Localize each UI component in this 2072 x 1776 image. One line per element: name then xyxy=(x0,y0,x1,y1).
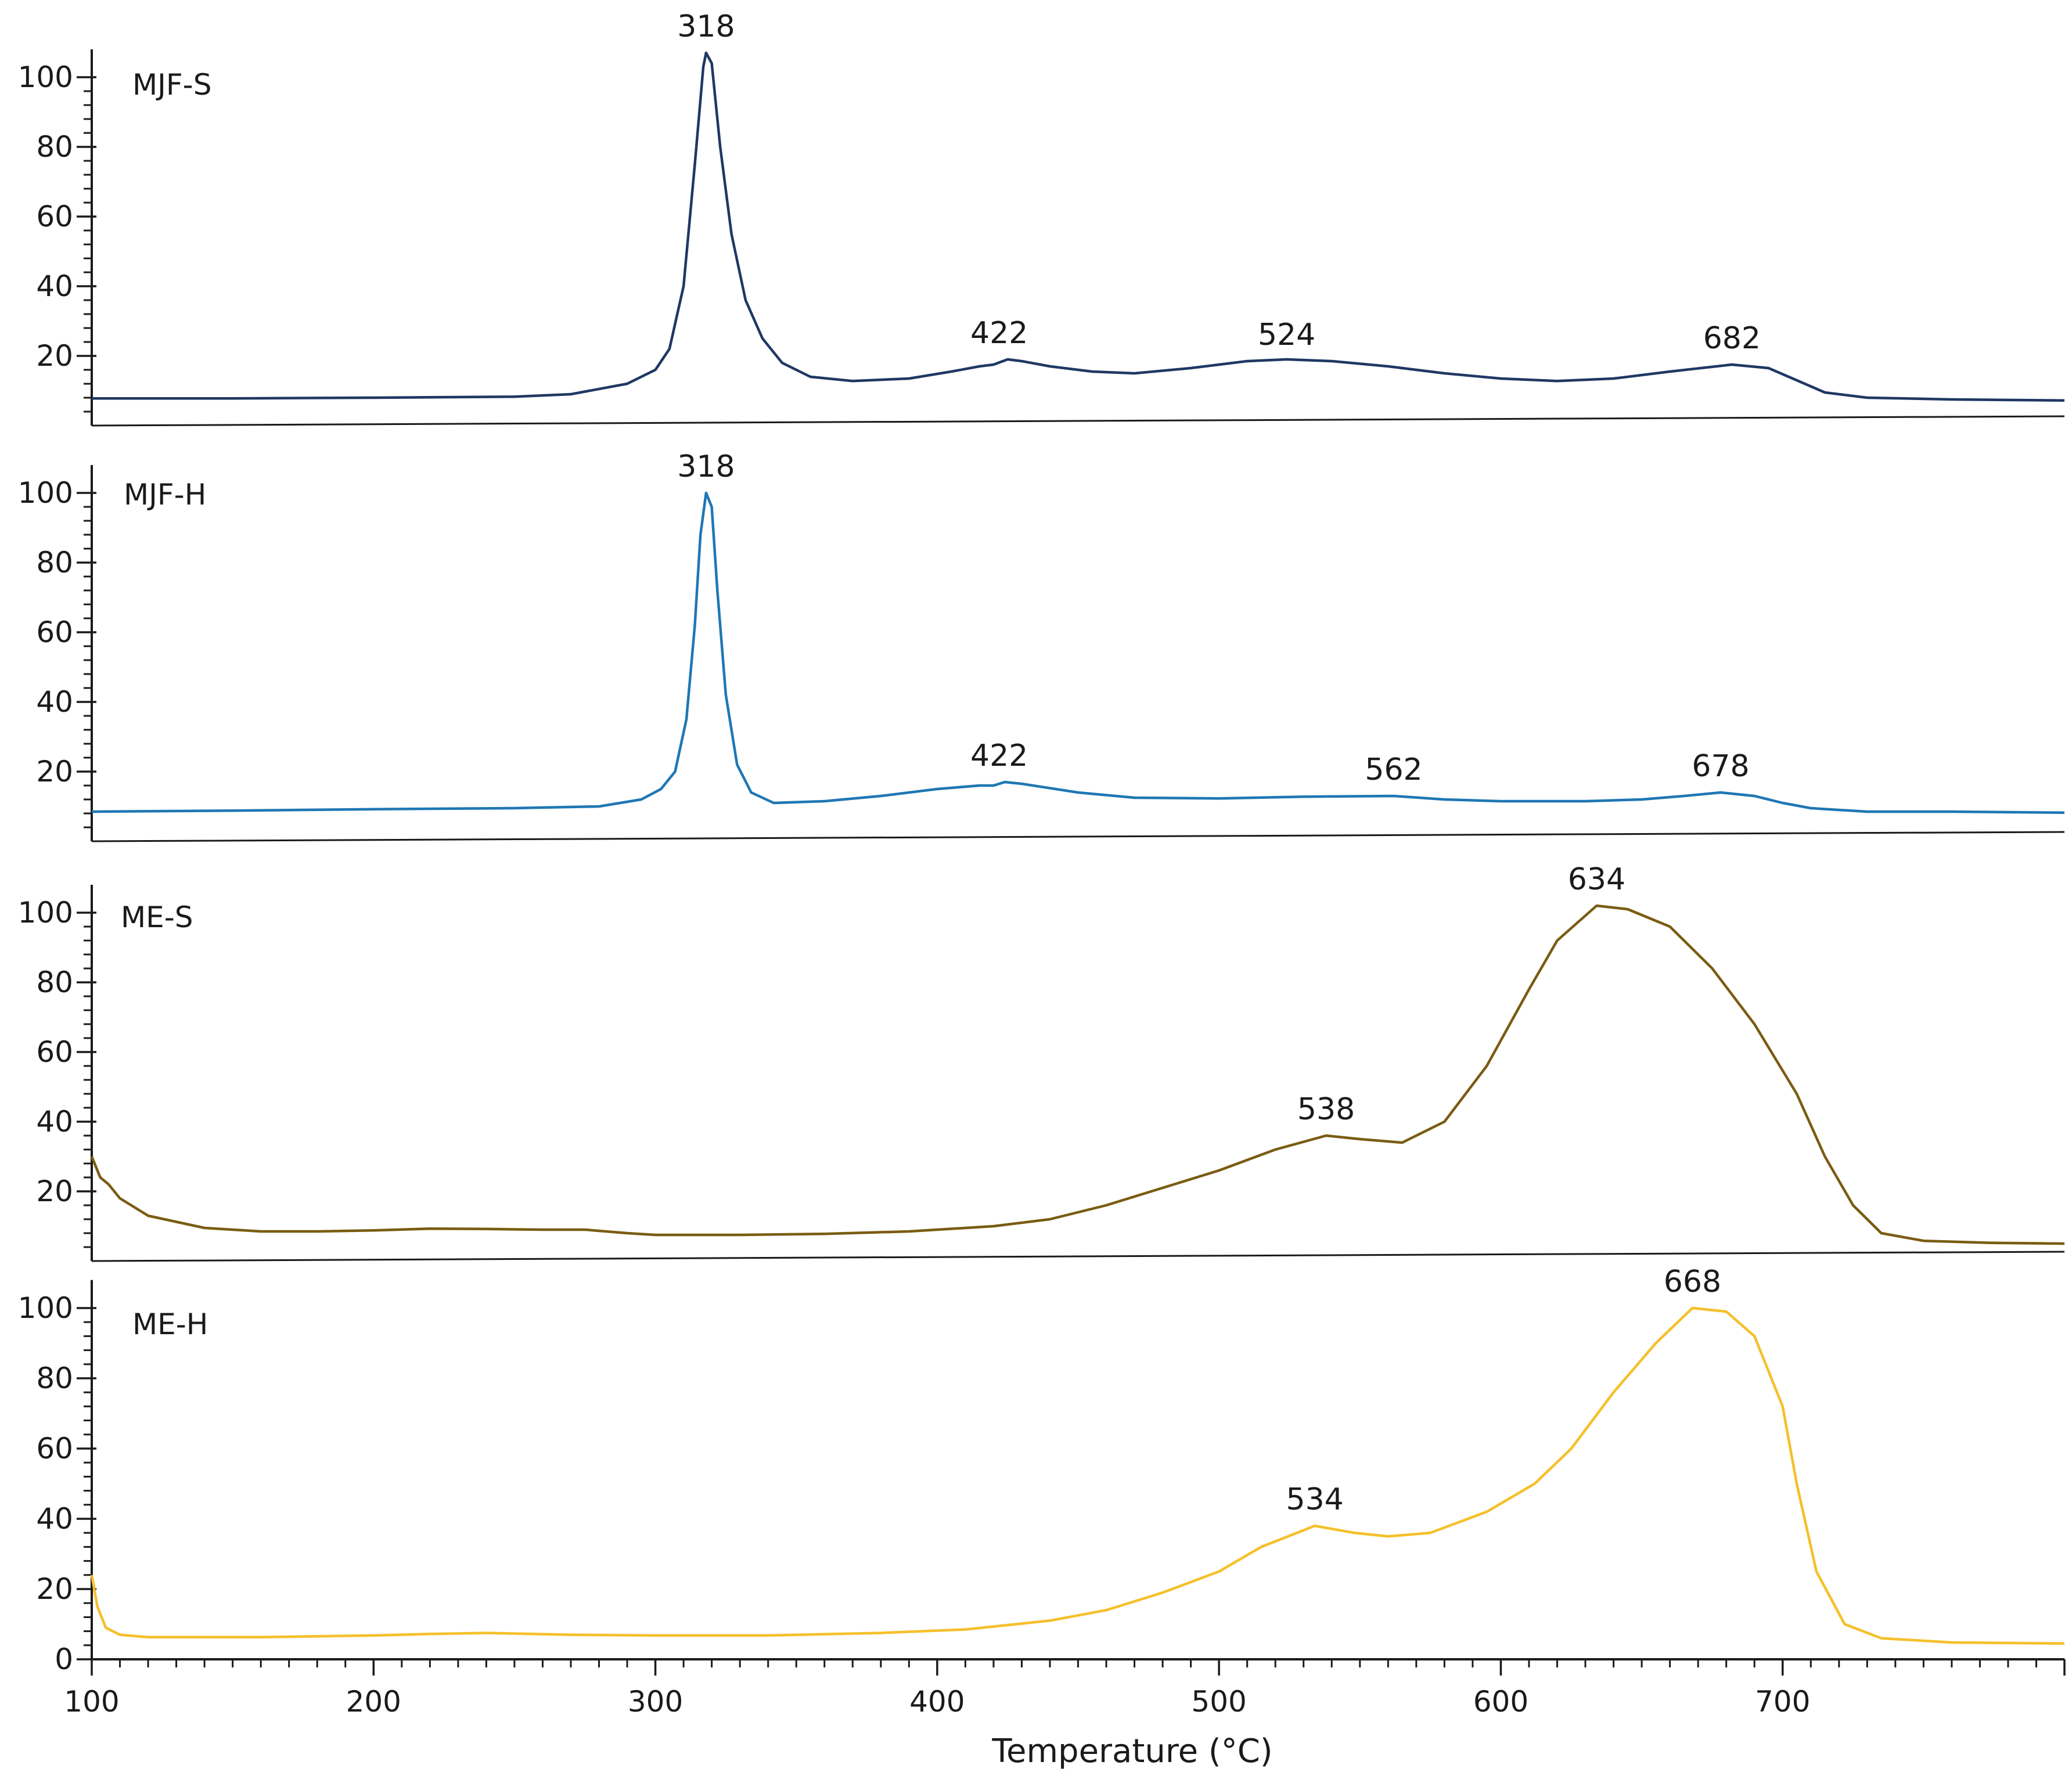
y-tick-label: 80 xyxy=(36,546,73,579)
peak-label: 668 xyxy=(1664,1265,1721,1299)
y-tick-label: 80 xyxy=(36,1361,73,1395)
panel-mjf-s: 20 40 60 80 100 MJF-S 318 422 524 682 xyxy=(18,9,2065,427)
peak-label: 534 xyxy=(1286,1482,1344,1517)
series-line-me-h xyxy=(90,1306,2065,1645)
y-tick-label: 40 xyxy=(36,1105,73,1139)
peak-label: 422 xyxy=(970,316,1028,351)
y-tick-label: 20 xyxy=(36,1175,73,1208)
panel-baseline xyxy=(91,831,2065,842)
panel-label: MJF-S xyxy=(132,68,211,102)
y-tick-label: 100 xyxy=(18,1291,73,1325)
series-line-mjf-s xyxy=(92,51,2065,402)
x-tick-label: 500 xyxy=(1191,1685,1246,1719)
series-line-me-s xyxy=(90,904,2065,1245)
panel-me-h: 0 20 40 60 80 100 ME-H 534 668 xyxy=(18,1265,2065,1676)
x-tick-label: 200 xyxy=(346,1685,401,1719)
peak-label: 318 xyxy=(677,9,735,44)
panel-label: MJF-H xyxy=(124,478,206,511)
panels-layer: 20 40 60 80 100 MJF-S 318 422 524 682 20 40 60 80 100 M… xyxy=(18,9,2065,1676)
y-tick-label: 100 xyxy=(18,896,73,930)
peak-label: 562 xyxy=(1365,752,1422,787)
peak-label: 524 xyxy=(1258,318,1315,352)
peak-label: 678 xyxy=(1692,749,1749,784)
series-line-mjf-h xyxy=(91,491,2065,815)
panel-mjf-h: 20 40 60 80 100 MJF-H 318 422 562 678 xyxy=(18,449,2065,842)
y-tick-label: 60 xyxy=(36,615,73,649)
x-tick-label: 700 xyxy=(1755,1685,1810,1719)
panel-baseline xyxy=(91,1251,2065,1262)
peak-label: 682 xyxy=(1703,321,1761,356)
peak-label: 318 xyxy=(677,449,735,484)
y-tick-label: 20 xyxy=(36,755,73,788)
y-tick-label: 80 xyxy=(36,966,73,999)
y-tick-label: 20 xyxy=(36,1572,73,1606)
y-tick-label: 60 xyxy=(36,200,73,233)
y-tick-label: 80 xyxy=(36,130,73,164)
panel-label: ME-S xyxy=(121,900,193,934)
x-tick-label: 400 xyxy=(909,1685,965,1719)
y-tick-label: 100 xyxy=(18,476,73,510)
x-axis-title: Temperature (°C) xyxy=(991,1732,1272,1770)
x-tick-label: 600 xyxy=(1473,1685,1528,1719)
y-tick-label: 40 xyxy=(36,1502,73,1536)
y-tick-label: 0 xyxy=(55,1642,73,1676)
y-tick-label: 20 xyxy=(36,339,73,373)
peak-label: 422 xyxy=(970,739,1028,773)
peak-label: 538 xyxy=(1297,1092,1355,1127)
y-tick-label: 100 xyxy=(18,60,73,94)
x-axis: Temperature (°C) 100 200 300 400 500 600 700 xyxy=(64,1659,2066,1770)
y-tick-label: 40 xyxy=(36,685,73,719)
x-tick-label: 100 xyxy=(64,1685,119,1719)
y-tick-label: 60 xyxy=(36,1035,73,1069)
panel-me-s: 20 40 60 80 100 ME-S 538 634 xyxy=(18,862,2065,1262)
panel-baseline xyxy=(91,415,2065,427)
y-tick-label: 60 xyxy=(36,1432,73,1465)
x-tick-label: 300 xyxy=(628,1685,683,1719)
peak-label: 634 xyxy=(1568,862,1625,897)
panel-label: ME-H xyxy=(132,1307,208,1341)
y-tick-label: 40 xyxy=(36,269,73,303)
